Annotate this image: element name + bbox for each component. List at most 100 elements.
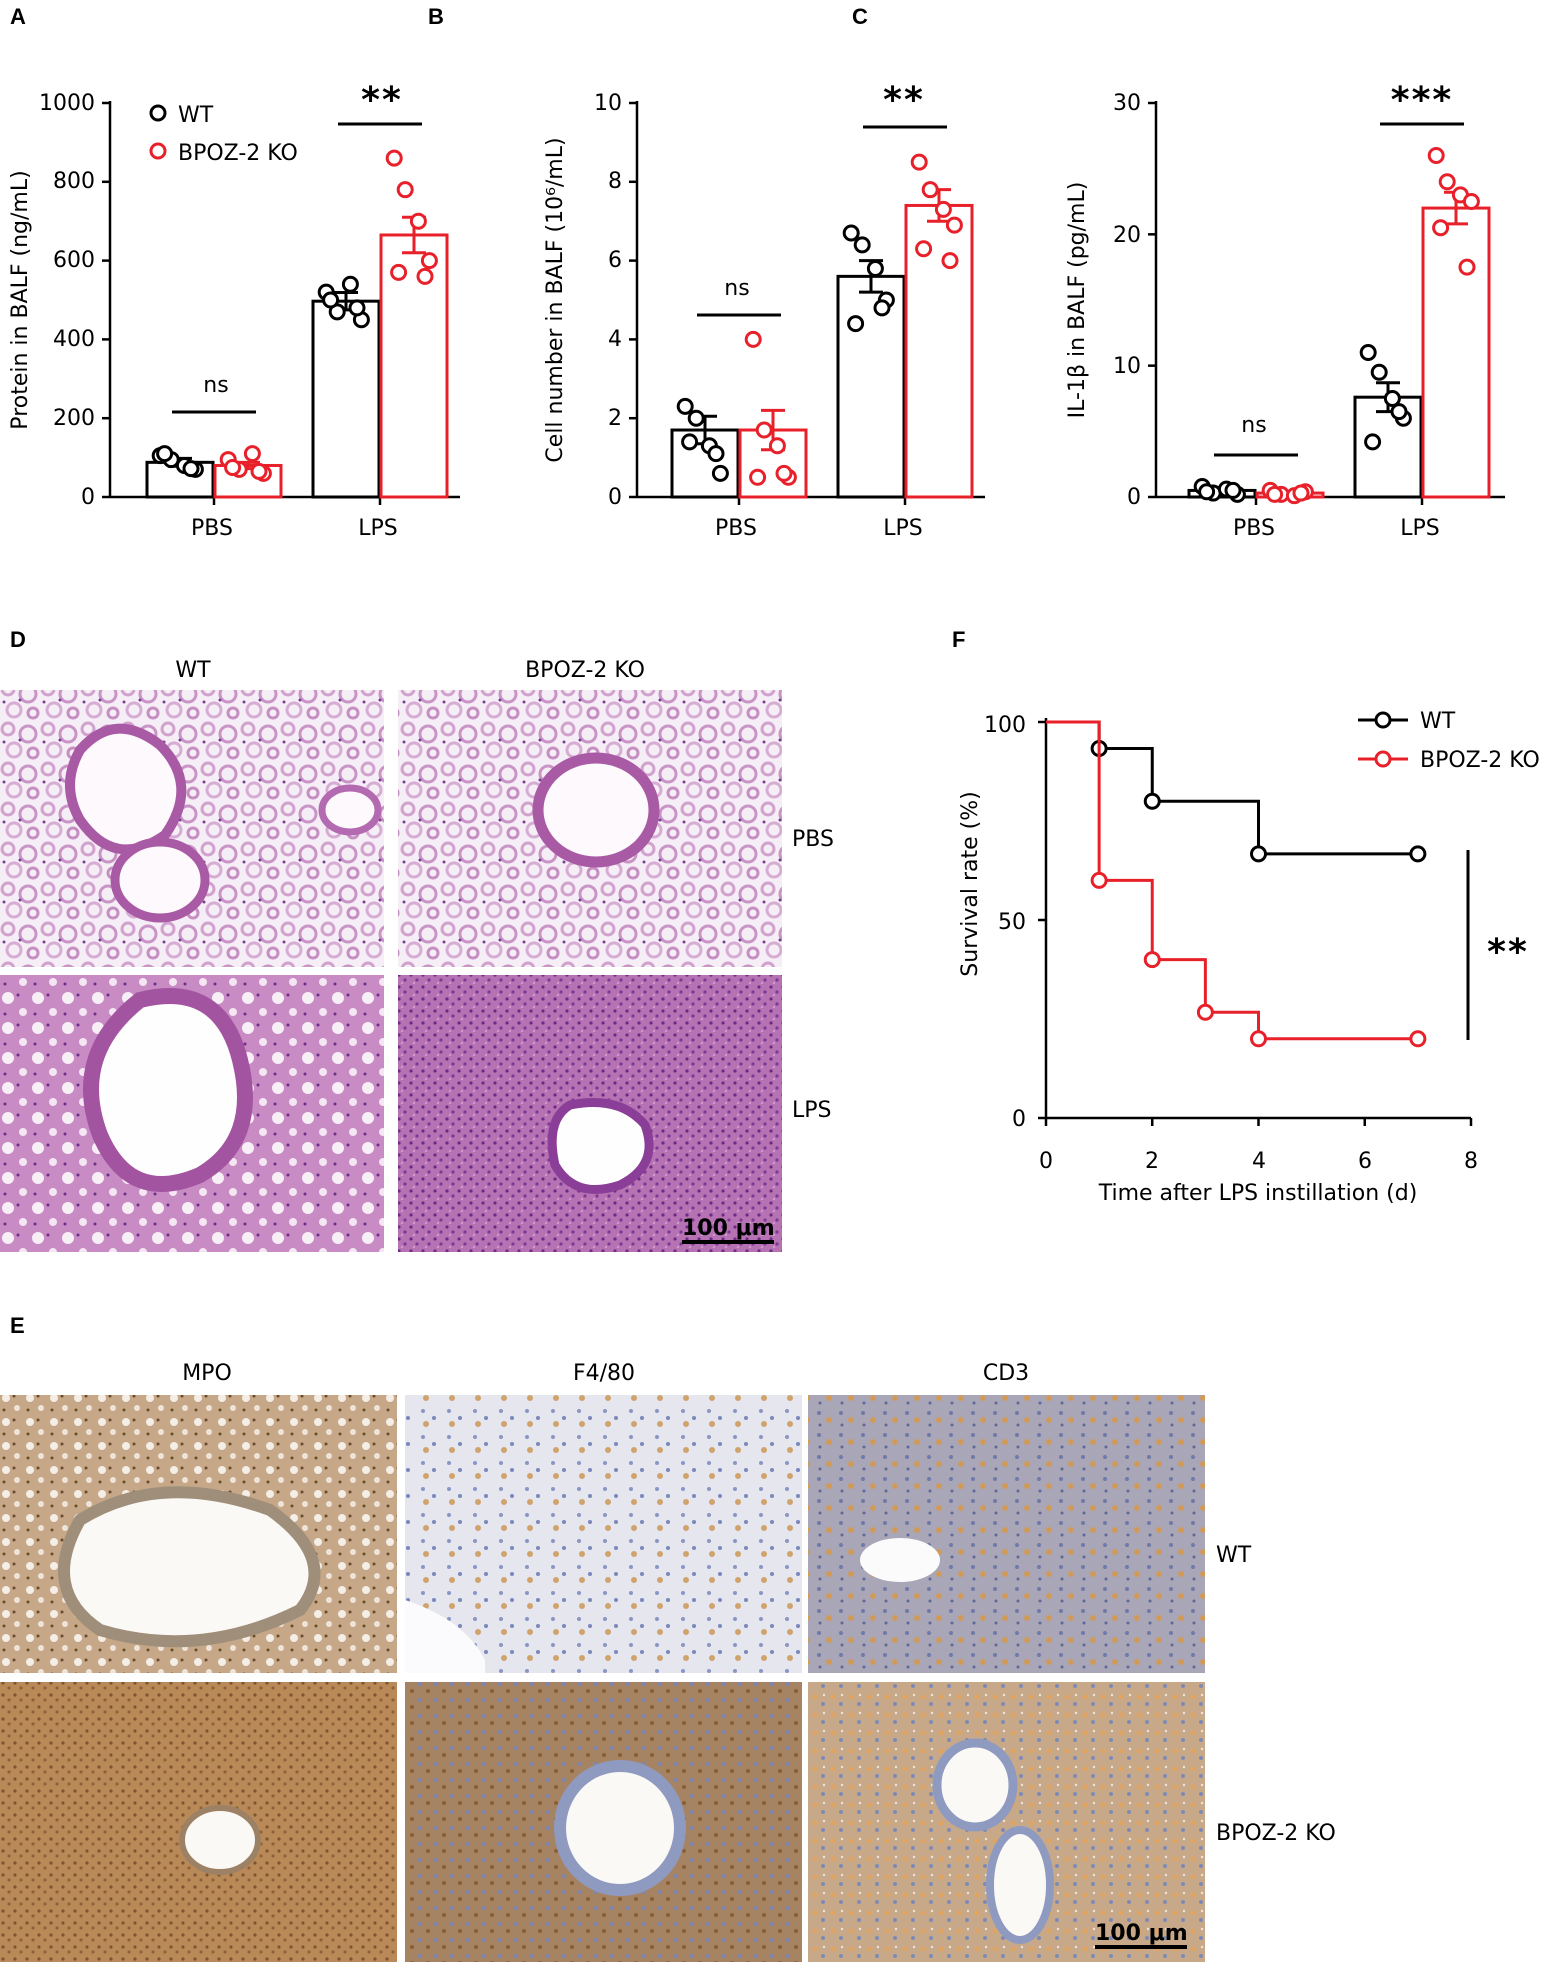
chart-a-xtick-lps: LPS (358, 516, 398, 541)
chart-f-xtick-8: 8 (1464, 1149, 1478, 1174)
chart-a-point-lps-ko-4 (390, 263, 408, 281)
chart-a-ytick-200: 200 (53, 406, 95, 431)
chart-c-ylabel: IL-1β in BALF (pg/mL) (1065, 182, 1090, 419)
chart-b-point-pbs-ko-2 (768, 437, 786, 455)
chart-f-legend-ko-marker (1374, 750, 1392, 768)
chart-b-point-lps-wt-4 (847, 315, 865, 333)
chart-a-point-lps-wt-5 (348, 299, 366, 317)
chart-f-sig: ** (1487, 932, 1529, 973)
chart-f-point-ko-3 (1196, 1003, 1214, 1021)
chart-b-point-lps-wt-0 (842, 224, 860, 242)
panel-e-col-f480: F4/80 (573, 1361, 635, 1386)
chart-c-bar-lps-ko (1421, 206, 1491, 499)
chart-b-ytick-6: 6 (608, 248, 622, 273)
chart-a-point-pbs-wt-4 (156, 445, 174, 463)
chart-f-line-ko (1046, 720, 1418, 1041)
chart-c-point-lps-wt-2 (1383, 390, 1401, 407)
chart-f-xtick-0: 0 (1039, 1149, 1053, 1174)
chart-a-point-pbs-ko-5 (250, 462, 268, 480)
chart-c-point-lps-wt-4 (1364, 433, 1382, 451)
chart-b-point-lps-wt-1 (853, 236, 871, 254)
ihc-ko-mpo-airway (179, 1805, 261, 1875)
chart-b-bar-lps-wt (836, 274, 906, 499)
chart-c-sig-pbs: ns (1241, 413, 1266, 438)
chart-f-ylabel: Survival rate (%) (958, 791, 983, 976)
chart-c-ytick-10: 10 (1113, 354, 1141, 379)
panel-d-row-pbs: PBS (792, 827, 834, 852)
chart-c-point-pbs-ko-5 (1292, 484, 1310, 502)
chart-a-point-pbs-ko-2 (243, 445, 261, 463)
chart-b-point-lps-ko-5 (941, 252, 959, 270)
chart-b-ylabel: Cell number in BALF (10⁶/mL) (543, 137, 568, 462)
chart-c-xtick-lps: LPS (1400, 516, 1440, 541)
chart-a-point-pbs-ko-4 (224, 458, 242, 476)
chart-b-ytick-4: 4 (608, 327, 622, 352)
chart-f-legend-ko-label: BPOZ-2 KO (1420, 748, 1540, 773)
chart-c-point-lps-ko-5 (1458, 258, 1476, 276)
chart-a-legend-wt-marker (149, 104, 167, 122)
chart-b-point-lps-wt-2 (866, 259, 884, 277)
chart-a-ytick-1000: 1000 (39, 91, 95, 116)
panel-letter-b: B (428, 4, 444, 29)
panel-letter-a: A (10, 4, 26, 29)
chart-c-xtick-pbs: PBS (1233, 516, 1275, 541)
chart-a-point-lps-ko-5 (416, 267, 434, 285)
chart-a-ytick-800: 800 (53, 169, 95, 194)
chart-b-ytick-8: 8 (608, 169, 622, 194)
micrograph-wt-pbs-vessel-small (318, 784, 382, 836)
chart-c-point-pbs-wt-5 (1224, 481, 1242, 499)
chart-a-protein: Protein in BALF (ng/mL) PBS LPS 0 200 40… (8, 80, 460, 541)
ihc-wt-f480-space (405, 1600, 485, 1673)
chart-f-xlabel: Time after LPS instillation (d) (1098, 1181, 1418, 1206)
panel-d-col-wt: WT (175, 658, 211, 683)
chart-f-xtick-2: 2 (1145, 1149, 1159, 1174)
chart-a-legend-ko-marker (149, 142, 167, 160)
chart-f-legend-wt-label: WT (1420, 709, 1456, 734)
micrograph-ko-lps-airway (547, 1098, 654, 1194)
chart-c-il1b: IL-1β in BALF (pg/mL) PBS LPS 0 10 20 30… (1065, 80, 1505, 541)
chart-b-point-pbs-ko-5 (775, 464, 793, 482)
chart-b-point-pbs-ko-4 (749, 468, 767, 486)
chart-f-point-wt-2 (1143, 792, 1161, 810)
ihc-ko-f480-airway (554, 1760, 686, 1896)
chart-a-legend-ko-label: BPOZ-2 KO (178, 141, 298, 166)
chart-f-point-ko-2 (1143, 951, 1161, 969)
panel-e-row-ko: BPOZ-2 KO (1216, 1821, 1336, 1846)
chart-a-ylabel: Protein in BALF (ng/mL) (8, 170, 33, 429)
panel-letter-c: C (852, 4, 868, 29)
chart-a-point-lps-ko-2 (409, 212, 427, 230)
chart-c-point-lps-ko-1 (1438, 173, 1456, 191)
chart-f-survival: Survival rate (%) Time after LPS instill… (958, 709, 1540, 1206)
chart-a-sig-pbs: ns (203, 373, 228, 398)
chart-b-xtick-pbs: PBS (715, 516, 757, 541)
ihc-ko-cd3-vessel-2 (986, 1826, 1054, 1944)
panel-e-scale-label: 100 μm (1095, 1921, 1188, 1946)
chart-f-point-ko-4 (1250, 1030, 1267, 1048)
chart-a-xtick-pbs: PBS (191, 516, 233, 541)
chart-b-point-lps-ko-2 (934, 200, 952, 218)
chart-a-point-lps-ko-3 (420, 252, 438, 270)
chart-b-xtick-lps: LPS (883, 516, 923, 541)
chart-a-point-lps-ko-0 (385, 149, 403, 167)
chart-a-point-lps-wt-4 (322, 291, 340, 309)
micrograph-wt-lps-airway (83, 988, 253, 1192)
chart-b-point-pbs-wt-0 (676, 397, 694, 415)
chart-b-ytick-10: 10 (594, 91, 622, 116)
chart-b-ytick-0: 0 (608, 485, 622, 510)
chart-f-point-wt-4 (1409, 845, 1427, 863)
ihc-wt-mpo-airway (58, 1486, 321, 1648)
chart-b-ytick-2: 2 (608, 406, 622, 431)
chart-b-point-lps-ko-4 (915, 240, 933, 258)
chart-f-point-wt-3 (1250, 845, 1267, 863)
chart-b-point-lps-wt-5 (873, 299, 891, 317)
panel-letter-e: E (10, 1313, 25, 1338)
chart-c-point-lps-wt-5 (1390, 403, 1408, 421)
chart-b-point-pbs-wt-1 (687, 409, 705, 427)
micrograph-wt-pbs-airway (65, 723, 187, 855)
chart-c-point-pbs-ko-4 (1266, 485, 1284, 503)
chart-c-point-lps-wt-1 (1370, 363, 1388, 381)
micrograph-wt-pbs-vessel (110, 837, 210, 923)
chart-a-ytick-600: 600 (53, 248, 95, 273)
panel-letter-d: D (10, 627, 26, 652)
